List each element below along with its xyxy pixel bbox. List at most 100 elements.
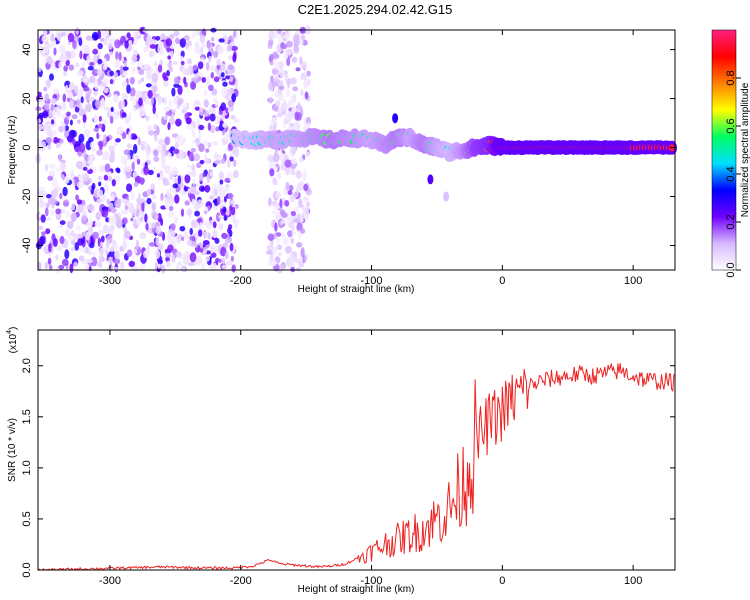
spectrogram-noise-mark [98,254,103,264]
spectrogram-noise-mark [113,257,121,265]
spectrogram-noise-mark [209,195,215,200]
spectrogram-noise-mark [129,95,134,101]
spectrogram-noise-mark [155,35,161,41]
spectrogram-noise-mark [271,200,278,206]
spectrogram-noise-mark [124,116,130,124]
spectrogram-noise-mark [48,163,56,169]
spectrogram-noise-mark [117,198,122,203]
spectrogram-noise-mark [304,91,309,100]
spectrogram-noise-mark [279,209,286,216]
spectrogram-noise-mark [225,208,230,216]
spectrogram-noise-mark [97,229,105,236]
spectrogram-noise-mark [291,105,297,114]
colorbar-frame [711,29,737,271]
spectrogram-noise-mark [206,40,211,49]
spectrogram-noise-mark [122,66,129,71]
spectrogram-noise-mark [204,206,209,212]
spectrogram-noise-mark [213,204,219,210]
spectrogram-noise-mark [227,64,234,70]
spectrogram-noise-mark [53,136,59,144]
spectrogram-noise-mark [88,61,95,66]
spectrogram-noise-mark [304,211,310,220]
x-tick-label: -300 [99,275,121,287]
spectrogram-noise-mark [43,28,48,38]
spectrogram-noise-mark [194,242,198,248]
spectrogram-noise-mark [151,202,157,212]
spectrogram-noise-mark [278,85,285,90]
spectrogram-noise-mark [60,161,66,171]
spectrogram-noise-mark [173,148,180,154]
spectrogram-noise-mark [214,154,222,159]
spectrogram-noise-mark [103,134,107,144]
spectrogram-noise-mark [88,185,92,191]
spectrogram-noise-mark [60,55,68,63]
spectrogram-noise-mark [271,81,278,87]
spectrogram-noise-mark [64,84,69,94]
spectrogram-noise-mark [276,237,280,245]
spectrogram-noise-mark [222,81,228,87]
spectrogram-noise-mark [211,36,215,42]
spectrogram-noise-mark [146,197,152,205]
spectrogram-noise-mark [303,169,307,174]
spectrogram-noise-mark [45,228,51,235]
spectrogram-noise-mark [110,150,116,157]
spectrogram-noise-mark [93,128,100,132]
colorbar-tick-label: 0.8 [725,70,737,85]
spectrogram-noise-mark [291,231,297,236]
spectrogram-noise-mark [225,185,230,194]
spectrogram-noise-mark [230,199,237,205]
spectrogram-noise-mark [198,124,205,130]
spectrogram-noise-mark [278,264,283,274]
spectrogram-noise-mark [166,188,172,198]
spectrogram-noise-mark [163,106,170,113]
spectrogram-noise-mark [87,65,94,71]
spectrogram-noise-mark [102,27,109,38]
spectrogram-noise-mark [285,87,290,98]
spectrogram-noise-mark [286,40,293,48]
spectrogram-noise-mark [294,111,299,121]
spectrogram-noise-mark [173,83,180,88]
spectrogram-noise-mark [219,179,224,185]
spectrogram-noise-mark [147,125,153,131]
spectrogram-noise-mark [126,249,133,257]
x-tick-label: -100 [361,275,383,287]
spectrogram-noise-mark [128,260,136,268]
spectrogram-noise-mark [137,192,141,203]
spectrogram-noise-mark [277,88,283,96]
spectrogram-noise-mark [297,258,302,267]
spectrogram-noise-mark [234,221,239,229]
spectrogram-noise-mark [147,169,154,176]
spectrogram-noise-mark [76,98,81,108]
spectrogram-noise-mark [87,204,94,211]
spectrogram-noise-mark [218,38,225,43]
spectrogram-noise-mark [170,113,175,119]
spectrogram-noise-mark [209,65,216,72]
spectrogram-noise-mark [224,240,229,249]
spectrogram-noise-mark [139,232,147,240]
spectrogram-noise-mark [186,208,193,216]
spectrogram-noise-mark [191,132,196,139]
spectrogram-noise-mark [67,32,75,43]
spectrogram-noise-mark [161,264,166,274]
spectrogram-noise-mark [96,132,100,140]
spectrogram-noise-mark [76,199,83,205]
spectrogram-noise-mark [74,85,79,95]
spectrogram-noise-mark [206,76,210,87]
spectrogram-noise-mark [173,30,180,37]
spectrogram-noise-mark [116,111,120,116]
spectrogram-noise-mark [181,236,185,241]
spectrogram-noise-mark [149,39,157,45]
spectrogram-noise-mark [277,172,282,180]
spectrogram-noise-mark [103,57,107,67]
spectrogram-noise-mark [120,155,128,165]
spectrogram-noise-mark [145,83,152,88]
spectrogram-noise-mark [126,32,131,39]
spectrogram-noise-mark [228,55,233,61]
spectrogram-noise-mark [97,58,103,65]
spectrogram-noise-mark [100,235,105,243]
spectrogram-noise-mark [123,149,131,156]
spectrogram-noise-mark [199,34,206,44]
spectrogram-noise-mark [154,113,159,119]
spectrogram-noise-mark [38,112,46,118]
spectrogram-noise-mark [96,149,103,156]
